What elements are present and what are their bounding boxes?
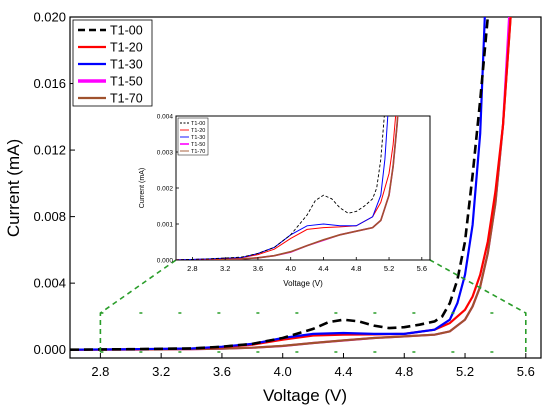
y-tick-label: 0.020 (33, 10, 66, 25)
x-tick-label: 5.2 (456, 364, 474, 379)
inset-x-tick-label: 3.2 (220, 264, 230, 273)
x-tick-label: 3.6 (213, 364, 231, 379)
main-x-axis: 2.8 3.2 3.6 4.0 4.4 4.8 5.2 5.6 (91, 353, 535, 379)
inset-y-tick-label: 0.003 (157, 150, 174, 157)
inset-y-tick-label: 0.002 (157, 186, 174, 193)
inset-y-tick-label: 0.000 (157, 258, 174, 265)
y-tick-label: 0.008 (33, 209, 66, 224)
main-y-axis: 0.000 0.004 0.008 0.012 0.016 0.020 (33, 10, 75, 357)
inset-y-tick-label: 0.004 (157, 114, 174, 121)
x-tick-label: 4.0 (274, 364, 292, 379)
legend-label-t1-30: T1-30 (110, 58, 143, 72)
inset-x-axis: 2.8 3.2 3.6 4.0 4.4 4.8 5.2 5.6 (187, 257, 427, 273)
zoom-guide-lines (99, 259, 527, 353)
legend-label-t1-00: T1-00 (110, 24, 143, 38)
series-line-t1-00 (70, 17, 490, 351)
series-line-t1-70 (70, 17, 512, 351)
inset-legend-label-t1-20: T1-20 (191, 128, 205, 134)
main-legend: T1-00 T1-20 T1-30 T1-50 T1-70 (72, 19, 153, 107)
inset-y-axis: 0.000 0.001 0.002 0.003 0.004 (157, 114, 179, 265)
inset-x-tick-label: 3.6 (253, 264, 263, 273)
x-tick-label: 4.4 (334, 364, 352, 379)
inset-legend-label-t1-00: T1-00 (191, 121, 205, 127)
inset-y-axis-title: Current (mA) (139, 168, 146, 208)
x-tick-label: 4.8 (395, 364, 413, 379)
inset-x-tick-label: 4.0 (285, 264, 295, 273)
zoom-guide-left (99, 259, 177, 352)
y-tick-label: 0.016 (33, 76, 66, 91)
y-tick-label: 0.004 (33, 276, 66, 291)
main-series-group (70, 17, 512, 351)
main-plot-area (69, 16, 542, 359)
inset-x-axis-title: Voltage (V) (283, 279, 323, 288)
y-tick-label: 0.000 (33, 342, 66, 357)
main-x-axis-title: Voltage (V) (263, 386, 347, 405)
inset-series-line-t1-00 (176, 116, 385, 260)
inset-x-tick-label: 5.6 (417, 264, 427, 273)
inset-legend-box (177, 117, 209, 156)
inset-x-tick-label: 5.2 (384, 264, 394, 273)
x-tick-label: 3.2 (152, 364, 170, 379)
zoom-guide-right (429, 259, 527, 352)
x-tick-label: 5.6 (517, 364, 535, 379)
legend-label-t1-20: T1-20 (110, 41, 143, 55)
inset-x-tick-label: 2.8 (187, 264, 197, 273)
inset-x-tick-label: 4.8 (351, 264, 361, 273)
x-tick-label: 2.8 (91, 364, 109, 379)
inset-legend-label-t1-30: T1-30 (191, 135, 205, 141)
inset-x-tick-label: 4.4 (318, 264, 328, 273)
y-tick-label: 0.012 (33, 143, 66, 158)
inset-legend-label-t1-70: T1-70 (191, 149, 205, 155)
inset-legend-label-t1-50: T1-50 (191, 142, 205, 148)
inset-chart: 2.8 3.2 3.6 4.0 4.4 4.8 5.2 5.6 0.000 0.001 0.002… (139, 114, 431, 288)
main-y-axis-title: Current (mA) (4, 139, 23, 237)
legend-label-t1-50: T1-50 (110, 75, 143, 89)
inset-y-tick-label: 0.001 (157, 222, 174, 229)
legend-label-t1-70: T1-70 (110, 92, 143, 106)
inset-plot-area (175, 115, 431, 261)
